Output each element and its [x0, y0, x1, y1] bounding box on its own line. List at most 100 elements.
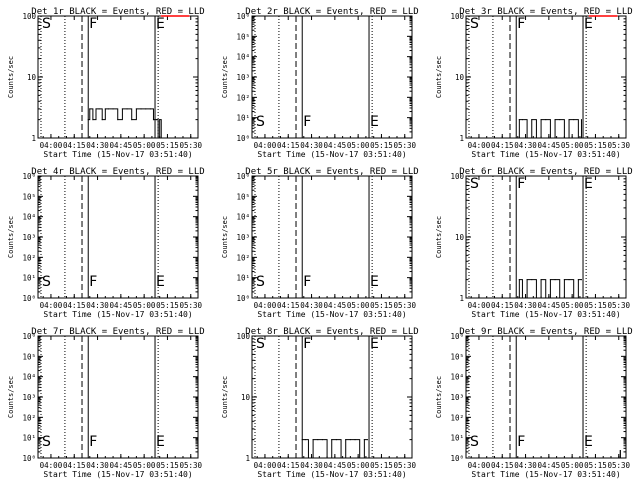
series-events-point	[140, 108, 142, 110]
series-events-point	[98, 108, 100, 110]
x-tick-label: 04:45	[110, 141, 133, 150]
x-tick-label: 04:45	[324, 461, 347, 470]
x-tick-label: 04:00	[254, 301, 277, 310]
series-events-point	[326, 457, 328, 459]
panel-title: Det 8r BLACK = Events, RED = LLD	[245, 327, 418, 337]
y-tick-label: 10⁶	[236, 172, 250, 181]
series-events-point	[335, 439, 337, 441]
y-tick-label: 10²	[236, 253, 250, 262]
series-events-point	[580, 119, 582, 121]
series-events-point	[145, 108, 147, 110]
y-tick-label: 10⁰	[450, 454, 464, 463]
marker-label-E: E	[370, 274, 379, 290]
series-events-point	[359, 457, 361, 459]
series-events-point	[521, 119, 523, 121]
series-events-line	[516, 119, 582, 139]
series-events-point	[112, 108, 114, 110]
series-events-point	[89, 108, 91, 110]
marker-label-F: F	[89, 274, 97, 290]
series-events-point	[540, 119, 542, 121]
panel-title: Det 5r BLACK = Events, RED = LLD	[245, 167, 418, 177]
series-events-point	[121, 108, 123, 110]
y-axis-label: Counts/sec	[435, 376, 443, 418]
panel-title: Det 6r BLACK = Events, RED = LLD	[459, 167, 632, 177]
plot-frame	[37, 175, 199, 299]
y-tick-label: 10⁰	[22, 454, 36, 463]
series-lld-point	[588, 15, 590, 17]
x-tick-label: 05:15	[584, 301, 607, 310]
series-events-point	[515, 137, 517, 139]
series-lld-point	[174, 15, 176, 17]
y-tick-label: 10⁰	[236, 134, 250, 143]
series-lld-point	[616, 15, 618, 17]
x-tick-label: 04:30	[86, 301, 109, 310]
y-tick-label: 10¹	[236, 274, 250, 283]
x-tick-label: 05:30	[607, 141, 630, 150]
y-tick-label: 10⁵	[236, 192, 250, 201]
y-tick-label: 10	[455, 73, 465, 82]
series-events-point	[340, 457, 342, 459]
y-tick-label: 10²	[22, 413, 36, 422]
series-events-point	[554, 279, 556, 281]
x-tick-label: 04:00	[254, 461, 277, 470]
marker-label-E: E	[584, 434, 593, 450]
plot-frame	[465, 335, 627, 459]
x-tick-label: 04:45	[324, 141, 347, 150]
series-events-point	[515, 297, 517, 299]
series-events-point	[573, 297, 575, 299]
x-tick-label: 04:45	[110, 461, 133, 470]
series-events-point	[354, 439, 356, 441]
panel-title: Det 9r BLACK = Events, RED = LLD	[459, 327, 632, 337]
y-axis-label: Counts/sec	[221, 56, 229, 98]
y-tick-label: 10²	[236, 93, 250, 102]
x-tick-label: 04:15	[277, 141, 300, 150]
series-events-line	[88, 108, 162, 139]
x-tick-label: 05:30	[179, 461, 202, 470]
x-tick-label: 05:30	[179, 301, 202, 310]
y-tick-label: 10	[455, 233, 465, 242]
series-events-point	[149, 108, 151, 110]
y-tick-label: 10⁵	[22, 192, 36, 201]
series-events-point	[107, 108, 109, 110]
y-tick-label: 10⁴	[22, 373, 36, 382]
series-events-point	[312, 439, 314, 441]
y-tick-label: 10⁵	[22, 352, 36, 361]
series-events-point	[535, 137, 537, 139]
marker-label-F: F	[517, 434, 525, 450]
series-events-point	[535, 297, 537, 299]
x-tick-label: 04:00	[254, 141, 277, 150]
series-lld-point	[170, 15, 172, 17]
x-tick-label: 04:45	[538, 461, 561, 470]
panel-title: Det 7r BLACK = Events, RED = LLD	[31, 327, 204, 337]
x-tick-label: 05:15	[370, 141, 393, 150]
series-events-point	[526, 137, 528, 139]
panel-title: Det 1r BLACK = Events, RED = LLD	[31, 7, 204, 17]
x-axis-label: Start Time (15-Nov-17 03:51:40)	[43, 470, 192, 479]
series-events-point	[580, 279, 582, 281]
x-tick-label: 04:15	[63, 141, 86, 150]
series-events-point	[152, 119, 154, 121]
x-tick-label: 05:00	[347, 461, 370, 470]
x-tick-label: 05:00	[133, 461, 156, 470]
series-events-point	[92, 119, 94, 121]
y-tick-label: 10³	[236, 73, 250, 82]
series-lld-point	[179, 15, 181, 17]
y-tick-label: 10⁴	[236, 53, 250, 62]
series-events-point	[526, 279, 528, 281]
x-tick-label: 05:15	[156, 461, 179, 470]
marker-label-S: S	[470, 16, 479, 32]
x-tick-label: 05:30	[393, 301, 416, 310]
x-axis-label: Start Time (15-Nov-17 03:51:40)	[471, 310, 620, 319]
y-tick-label: 10⁰	[22, 294, 36, 303]
marker-label-S: S	[42, 274, 51, 290]
y-axis-label: Counts/sec	[221, 376, 229, 418]
x-tick-label: 04:15	[277, 301, 300, 310]
series-events-point	[349, 439, 351, 441]
x-tick-label: 05:00	[133, 301, 156, 310]
series-events-point	[87, 119, 89, 121]
x-tick-label: 05:00	[561, 141, 584, 150]
